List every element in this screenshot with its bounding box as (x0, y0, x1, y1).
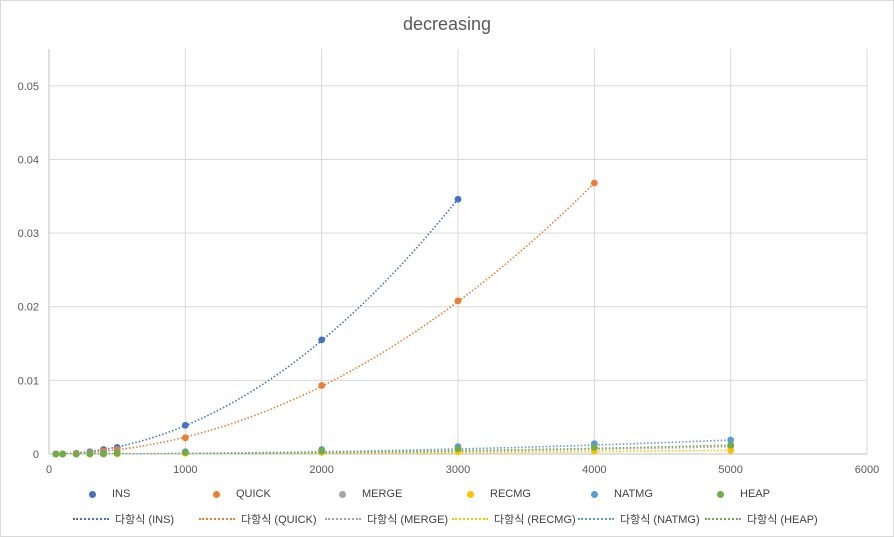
y-tick-label: 0.05 (18, 81, 39, 93)
x-tick-label: 6000 (855, 464, 879, 476)
data-point-quick (454, 297, 462, 305)
legend-trend-item: 다항식 (HEAP) (705, 511, 818, 527)
legend-label: HEAP (740, 488, 770, 500)
legend-line-icon (199, 518, 235, 520)
y-tick-label: 0 (33, 449, 39, 461)
legend-label: 다항식 (NATMG) (620, 514, 700, 526)
data-point-recmg (727, 446, 735, 454)
data-point-ins (181, 421, 189, 429)
legend-item-ins: INS (89, 488, 130, 500)
legend-marker-icon (591, 490, 598, 498)
legend-label: 다항식 (RECMG) (494, 514, 576, 526)
legend-marker-icon (467, 490, 474, 498)
legend-trend-item: 다항식 (RECMG) (452, 511, 576, 527)
trendline-quick (55, 182, 595, 454)
legend-marker-icon (89, 490, 96, 498)
legend-item-merge: MERGE (339, 488, 402, 500)
data-point-heap (181, 449, 189, 456)
y-tick-label: 0.04 (18, 154, 39, 166)
y-tick-label: 0.03 (18, 228, 39, 240)
legend-item-recmg: RECMG (467, 488, 531, 500)
data-point-heap (59, 450, 67, 458)
legend-label: NATMG (614, 488, 653, 500)
x-tick-label: 5000 (718, 464, 742, 476)
y-tick-label: 0.02 (18, 302, 39, 314)
x-tick-label: 1000 (173, 464, 197, 476)
data-point-heap (72, 450, 80, 458)
legend-item-quick: QUICK (213, 488, 271, 500)
legend-trend-item: 다항식 (INS) (73, 511, 174, 527)
legend-line-icon (325, 518, 361, 520)
data-point-heap (727, 441, 735, 449)
legend-line-icon (452, 518, 488, 520)
legend-marker-icon (213, 490, 220, 498)
chart-title: decreasing (403, 14, 491, 34)
legend-trendlines: 다항식 (INS) 다항식 (QUICK) 다항식 (MERGE) 다항식 (RECM… (1, 511, 893, 529)
data-point-heap (52, 450, 60, 458)
legend-trend-item: 다항식 (MERGE) (325, 511, 448, 527)
data-point-heap (100, 450, 107, 458)
x-tick-label: 2000 (309, 464, 333, 476)
legend-line-icon (73, 518, 109, 520)
data-point-heap (113, 449, 121, 457)
legend-line-icon (705, 518, 741, 520)
grid-lines (49, 49, 868, 454)
trendline-heap (55, 444, 731, 454)
data-point-quick (318, 382, 326, 389)
legend-label: 다항식 (QUICK) (241, 514, 317, 526)
legend-label: RECMG (490, 488, 531, 500)
trendline-ins (55, 198, 459, 454)
x-tick-label: 4000 (582, 464, 606, 476)
trendlines (55, 182, 731, 454)
data-point-ins (454, 195, 462, 203)
legend-markers: INS QUICK MERGE RECMG NATMG HEAP (1, 488, 893, 506)
legend-item-heap: HEAP (717, 488, 770, 500)
legend-item-natmg: NATMG (591, 488, 653, 500)
legend-trend-item: 다항식 (NATMG) (578, 511, 700, 527)
legend-marker-icon (717, 490, 724, 498)
legend-label: INS (112, 488, 131, 500)
data-point-quick (181, 434, 189, 442)
legend-line-icon (578, 518, 614, 520)
legend-label: 다항식 (MERGE) (367, 514, 449, 526)
axes: 0 1000 2000 3000 4000 5000 6000 0 0.01 0.02 0.03 0.… (18, 49, 879, 476)
y-tick-label: 0.01 (18, 375, 39, 387)
x-tick-label: 0 (46, 464, 52, 476)
data-point-heap (318, 447, 326, 455)
legend-trend-item: 다항식 (QUICK) (199, 511, 317, 527)
x-tick-label: 3000 (446, 464, 470, 476)
data-points (52, 179, 735, 458)
data-point-heap (86, 450, 94, 458)
legend-label: QUICK (236, 488, 271, 500)
data-point-heap (590, 443, 598, 451)
data-point-ins (318, 336, 326, 344)
legend-marker-icon (339, 490, 346, 498)
legend-label: MERGE (362, 488, 403, 500)
data-point-heap (454, 445, 462, 453)
data-point-quick (590, 179, 598, 187)
data-point-natmg (727, 436, 735, 444)
legend-label: 다항식 (INS) (115, 514, 175, 526)
legend-label: 다항식 (HEAP) (747, 514, 818, 526)
